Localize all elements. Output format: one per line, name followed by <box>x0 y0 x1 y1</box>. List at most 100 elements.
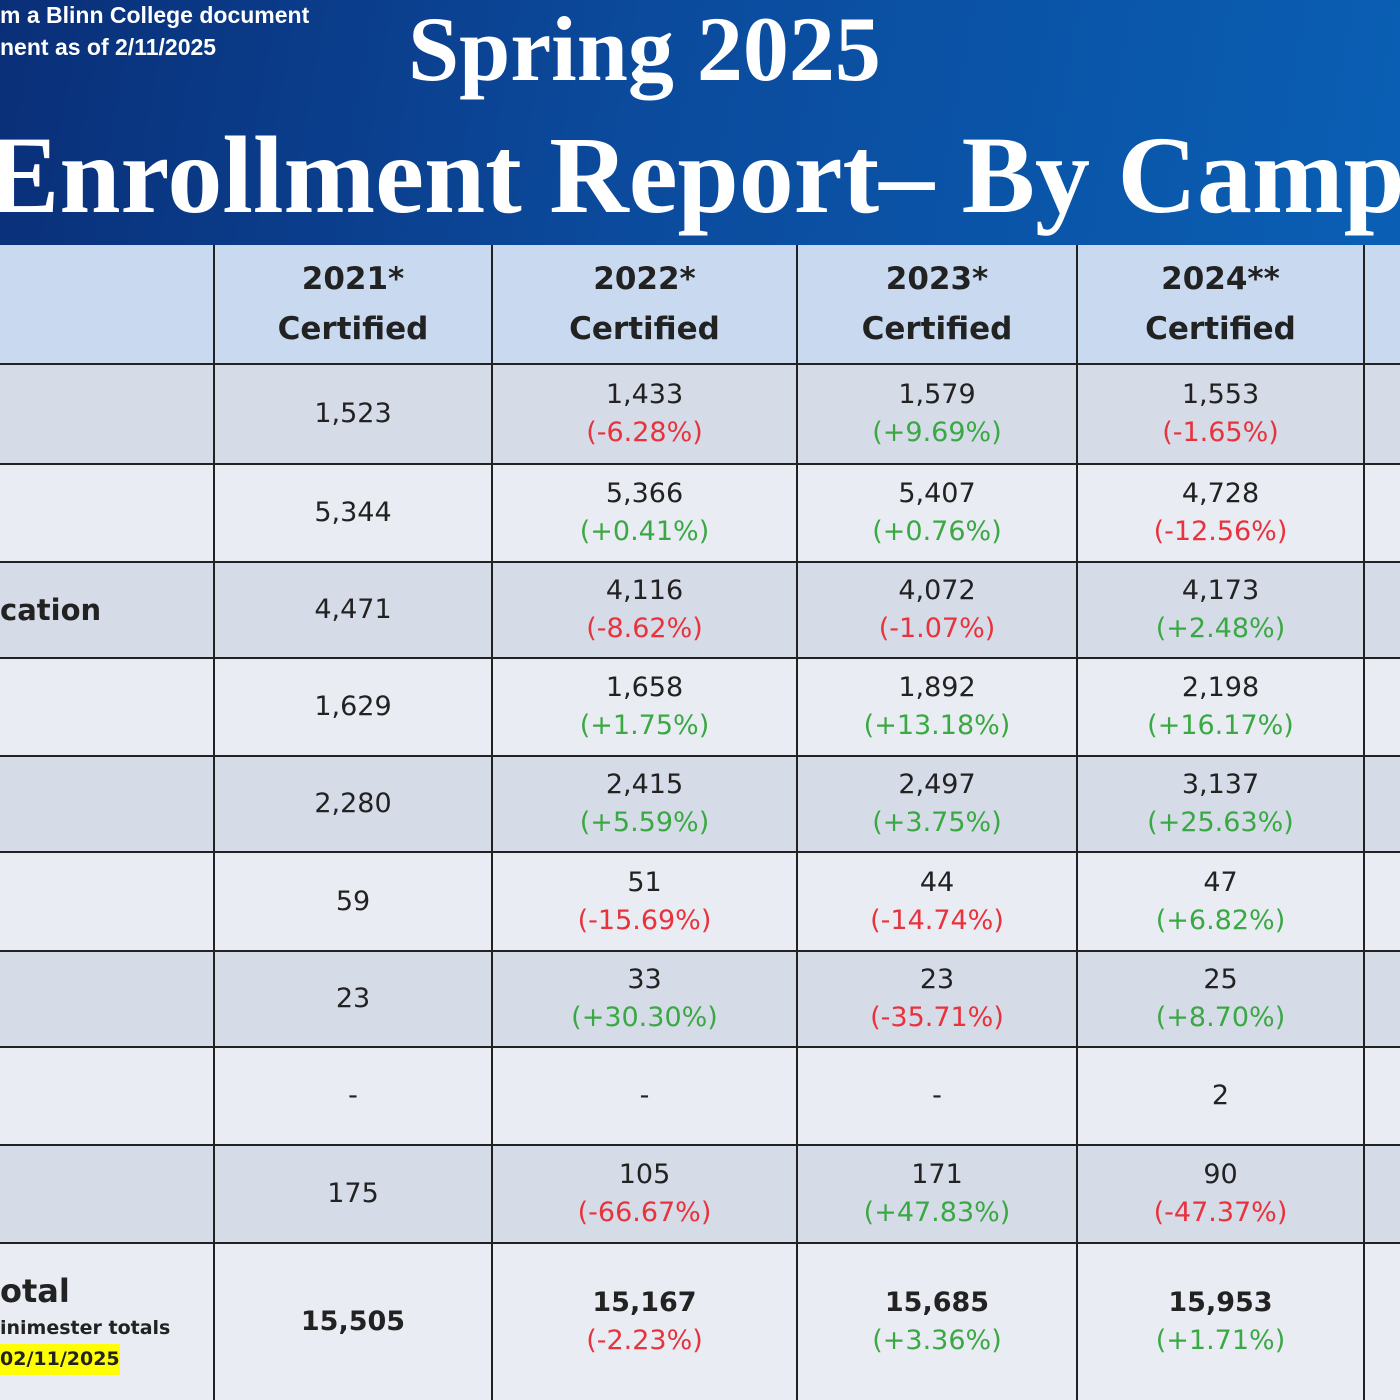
data-cell: 15,953 (+1.71%) <box>1078 1244 1365 1400</box>
data-cell: - <box>215 1048 493 1146</box>
cell-value: 2,280 <box>314 788 392 819</box>
cell-change: (+1.71%) <box>1155 1325 1286 1356</box>
cell-change: (+2.48%) <box>1155 613 1286 644</box>
row-label-cell <box>0 465 215 563</box>
data-cell: 2,497 (+3.75%) <box>798 757 1078 853</box>
cell-value: 44 <box>919 866 955 898</box>
column-status: Certified <box>1145 311 1296 347</box>
data-cell: 33 (+30.30%) <box>493 952 798 1048</box>
cell-value: 51 <box>627 866 662 898</box>
cell-change: (+30.30%) <box>571 1002 718 1033</box>
cell-value: 1,579 <box>898 379 976 410</box>
data-cell <box>1365 563 1400 659</box>
data-cell: 2 <box>1078 1048 1365 1146</box>
cell-value: 105 <box>618 1159 671 1190</box>
row-note: inimester totals <box>0 1317 171 1339</box>
column-status: Certified <box>861 311 1013 347</box>
row-label: otal <box>0 1272 70 1310</box>
cell-change: (-66.67%) <box>577 1197 712 1228</box>
cell-value: 4,173 <box>1181 575 1260 606</box>
cell-value: - <box>639 1080 650 1111</box>
data-cell: - <box>798 1048 1078 1146</box>
data-cell <box>1365 853 1400 952</box>
cell-value: 5,344 <box>314 497 392 528</box>
row-label-cell <box>0 952 215 1048</box>
data-cell: 15,167 (-2.23%) <box>493 1244 798 1400</box>
data-cell: 4,072 (-1.07%) <box>798 563 1078 659</box>
row-label-cell <box>0 853 215 952</box>
data-cell: 15,505 <box>215 1244 493 1400</box>
row-label-cell <box>0 1048 215 1146</box>
cell-value: 1,433 <box>605 379 684 410</box>
row-note: 02/11/2025 <box>0 1344 120 1375</box>
data-cell <box>1365 1146 1400 1244</box>
header-cell: 2021* Certified <box>215 245 493 365</box>
data-cell: 1,523 <box>215 365 493 465</box>
cell-change: (+0.76%) <box>872 516 1002 547</box>
cell-value: 1,658 <box>605 672 684 703</box>
data-cell <box>1365 952 1400 1048</box>
column-year: 2023* <box>885 261 989 297</box>
row-label-cell <box>0 757 215 853</box>
cell-value: 4,728 <box>1181 478 1260 509</box>
header-cell: 2022* Certified <box>493 245 798 365</box>
data-cell: 51 (-15.69%) <box>493 853 798 952</box>
column-status: Certified <box>569 311 720 347</box>
row-label: cation <box>0 593 102 627</box>
cell-change: (-14.74%) <box>870 904 1004 936</box>
row-label-cell: cation <box>0 563 215 659</box>
column-year: 2021* <box>301 261 405 297</box>
cell-value: 25 <box>1203 964 1238 995</box>
cell-change: (+8.70%) <box>1155 1002 1286 1033</box>
data-cell <box>1365 1244 1400 1400</box>
cell-value: 90 <box>1203 1159 1238 1190</box>
row-label-cell <box>0 1146 215 1244</box>
title-line: Enrollment Report– By Campus <box>0 114 1400 236</box>
cell-value: 4,072 <box>898 575 976 606</box>
cell-change: (+25.63%) <box>1147 807 1294 838</box>
cell-value: 59 <box>335 885 371 917</box>
header-cell <box>0 245 215 365</box>
data-cell: 1,433 (-6.28%) <box>493 365 798 465</box>
data-cell <box>1365 1048 1400 1146</box>
data-cell: 105 (-66.67%) <box>493 1146 798 1244</box>
cell-change: (-1.65%) <box>1162 417 1279 448</box>
cell-change: (+0.41%) <box>579 516 710 547</box>
data-cell: 47 (+6.82%) <box>1078 853 1365 952</box>
row-label-cell <box>0 365 215 465</box>
cell-change: (+5.59%) <box>579 807 710 838</box>
data-cell: 90 (-47.37%) <box>1078 1146 1365 1244</box>
data-cell: 1,579 (+9.69%) <box>798 365 1078 465</box>
data-cell: 5,366 (+0.41%) <box>493 465 798 563</box>
cell-change: (-15.69%) <box>577 904 712 936</box>
data-cell: 5,407 (+0.76%) <box>798 465 1078 563</box>
data-cell: 25 (+8.70%) <box>1078 952 1365 1048</box>
row-label-cell <box>0 659 215 757</box>
data-cell: 4,173 (+2.48%) <box>1078 563 1365 659</box>
data-cell: - <box>493 1048 798 1146</box>
cell-value: 2,497 <box>898 769 976 800</box>
cell-change: (+1.75%) <box>579 710 710 741</box>
data-cell: 1,892 (+13.18%) <box>798 659 1078 757</box>
cell-change: (-1.07%) <box>878 613 996 644</box>
cell-value: 2,415 <box>605 769 684 800</box>
cell-value: 23 <box>919 964 955 995</box>
data-cell: 1,553 (-1.65%) <box>1078 365 1365 465</box>
data-cell <box>1365 365 1400 465</box>
note-line: m a Blinn College document <box>0 2 310 28</box>
cell-value: 15,685 <box>884 1287 990 1318</box>
cell-change: (-47.37%) <box>1153 1197 1288 1228</box>
cell-value: 4,471 <box>314 594 392 625</box>
data-cell <box>1365 465 1400 563</box>
cell-value: 175 <box>327 1178 379 1209</box>
header-cell: 2024** Certified <box>1078 245 1365 365</box>
data-cell: 4,728 (-12.56%) <box>1078 465 1365 563</box>
cell-value: 1,523 <box>314 398 392 429</box>
banner: m a Blinn College document nent as of 2/… <box>0 0 1400 245</box>
data-cell <box>1365 659 1400 757</box>
row-label-cell: otal inimester totals 02/11/2025 <box>0 1244 215 1400</box>
enrollment-table: 2021* Certified 2022* Certified 2023* Certifi… <box>0 245 1400 1400</box>
header-cell: 2023* Certified <box>798 245 1078 365</box>
cell-change: (+3.75%) <box>872 807 1002 838</box>
data-cell: 2,198 (+16.17%) <box>1078 659 1365 757</box>
